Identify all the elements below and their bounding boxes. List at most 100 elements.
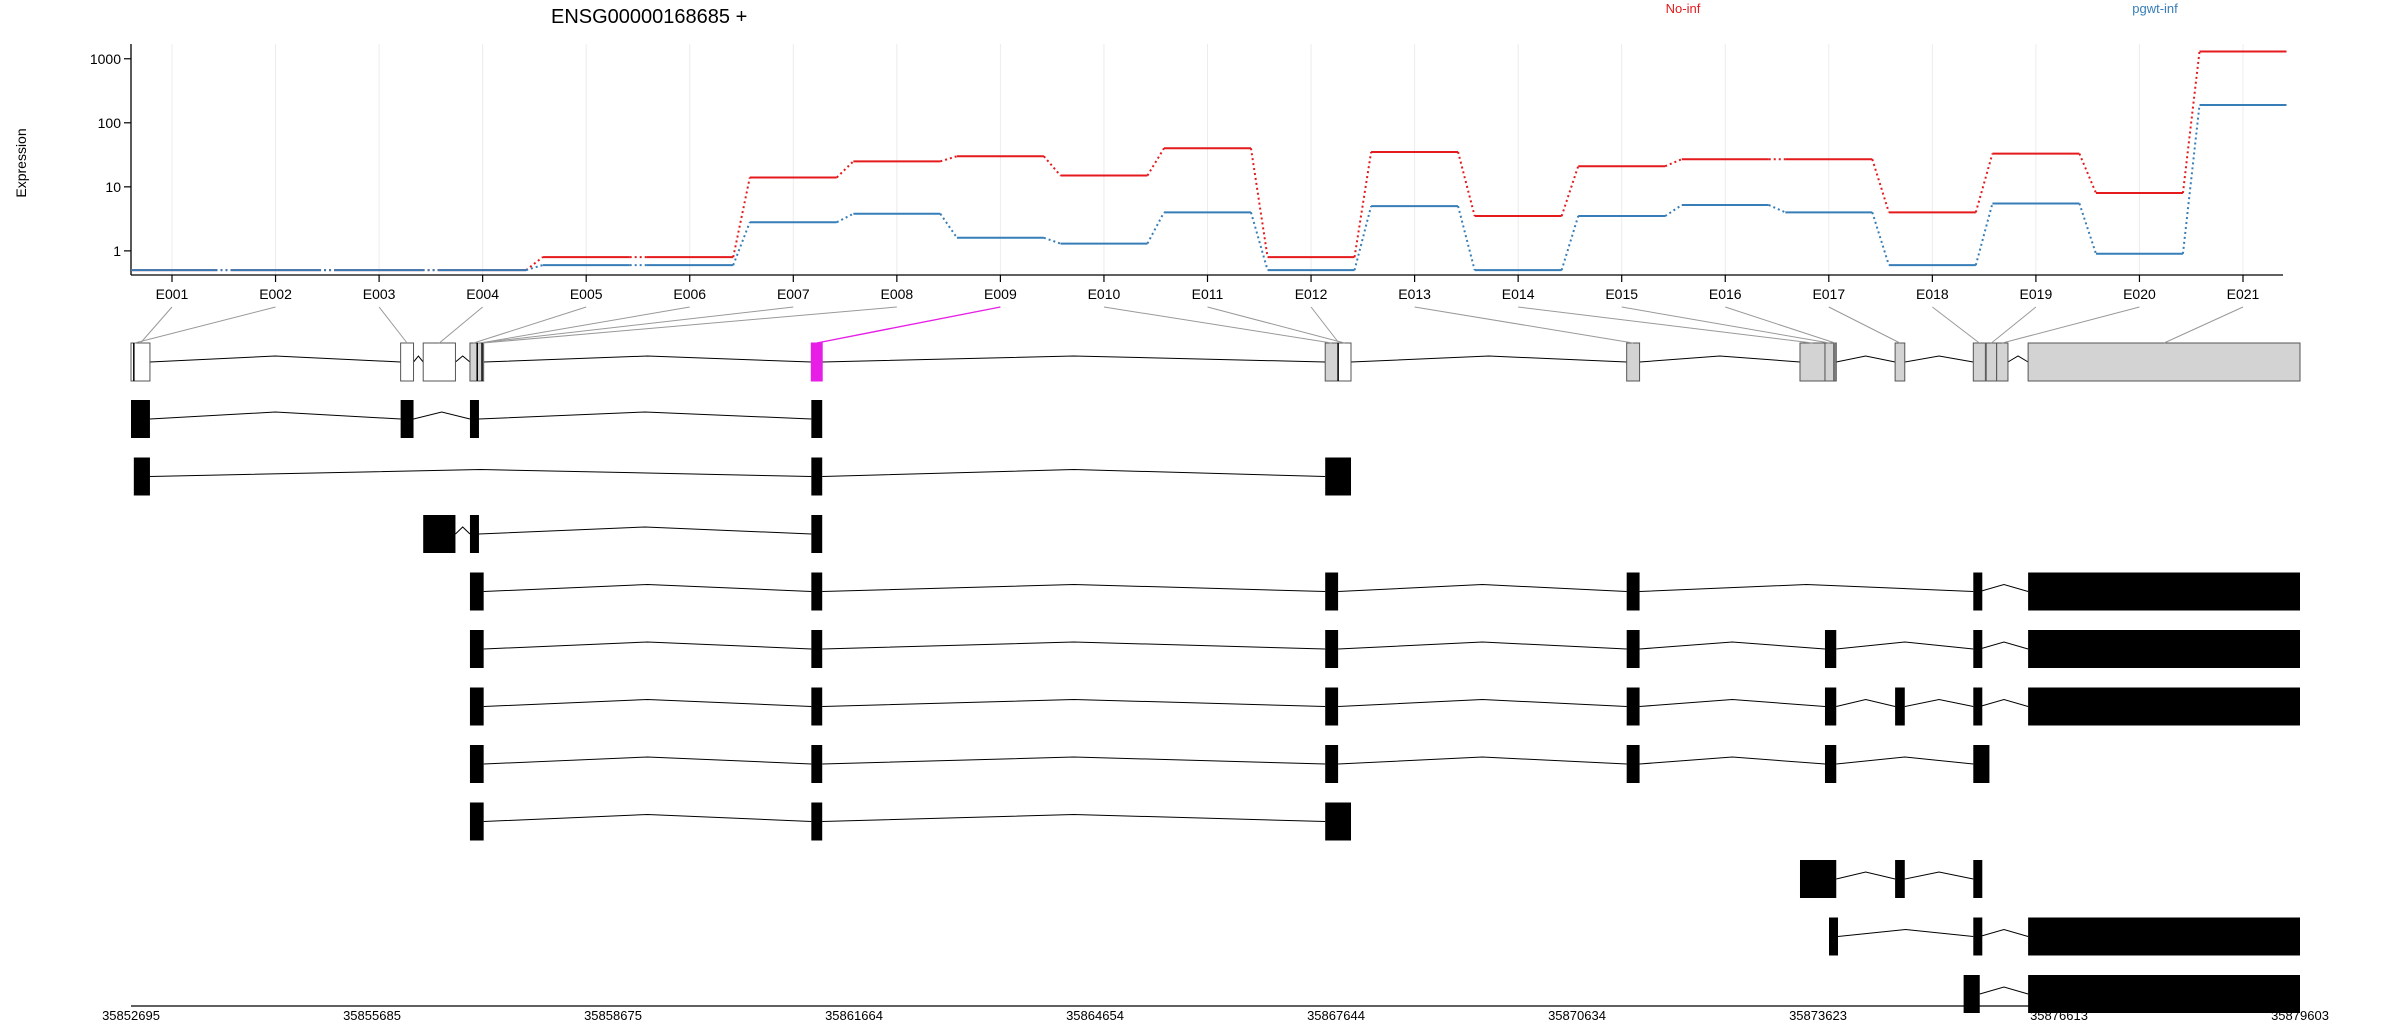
- transcript-intron: [1836, 871, 1896, 880]
- exon-connector: [473, 306, 587, 344]
- transcript-exon: [1824, 687, 1837, 726]
- exon-E015: [1824, 342, 1835, 382]
- transcript-exon: [811, 802, 823, 841]
- transcript-intron: [483, 698, 812, 707]
- transcript-exon: [400, 400, 414, 438]
- plot-area: 1 10 100 1000 E001 E002 E003 E004 E005 E006 E007 E0…: [90, 44, 2329, 1023]
- transcript-exon: [811, 400, 823, 438]
- genome-tick-label: 35861664: [825, 1008, 883, 1023]
- x-tick-label: E011: [1192, 286, 1224, 302]
- transcript-exon: [131, 400, 150, 438]
- series-connector: [1353, 205, 1373, 271]
- genome-tick-label: 35879603: [2271, 1008, 2329, 1023]
- transcript-intron: [483, 583, 812, 592]
- transcript-exon: [811, 572, 823, 611]
- transcript-exon: [1626, 745, 1640, 783]
- series-connector: [939, 213, 958, 239]
- x-tick-label: E021: [2227, 286, 2260, 302]
- legend-pgwt-inf: pgwt-inf: [2132, 1, 2178, 16]
- transcript-exon: [1973, 630, 1983, 668]
- series-connector: [525, 256, 544, 271]
- series-connector: [1768, 204, 1786, 214]
- x-tick-label: E001: [156, 286, 189, 302]
- genome-tick-label: 35852695: [102, 1008, 160, 1023]
- x-tick-label: E019: [2020, 286, 2053, 302]
- exon-connector: [1414, 306, 1634, 344]
- exon-connector: [134, 306, 276, 344]
- series-connector: [732, 221, 751, 266]
- intron-line: [1836, 355, 1896, 363]
- transcript-intron: [822, 813, 1326, 822]
- exon-E011: [1337, 342, 1352, 382]
- series-connector: [1250, 212, 1269, 271]
- transcript-intron: [1338, 698, 1627, 707]
- exon-connector: [1932, 306, 1980, 344]
- series-connector: [1871, 158, 1890, 213]
- series-connector: [2078, 203, 2097, 255]
- intron-line: [1904, 355, 1974, 363]
- series-connector: [1974, 203, 1994, 266]
- series-connector: [1664, 204, 1683, 217]
- exon-connector: [1828, 306, 1901, 344]
- series-connector: [1974, 153, 1994, 213]
- series-connector: [1560, 165, 1580, 217]
- series-connector: [1043, 236, 1061, 245]
- exon-connector: [1991, 306, 2037, 344]
- intron-line: [822, 355, 1326, 363]
- x-tick-label: E020: [2123, 286, 2156, 302]
- transcript-intron: [1836, 698, 1896, 707]
- series-connector: [940, 155, 958, 163]
- transcript-intron: [1979, 698, 2029, 707]
- transcript-intron: [1639, 583, 1974, 592]
- transcript-exon: [1895, 860, 1905, 898]
- series-connector: [2181, 51, 2201, 194]
- series-connector: [1250, 148, 1269, 258]
- series-pgwt-inf: [131, 103, 2287, 272]
- transcript-exon: [2028, 917, 2300, 956]
- transcript-exon: [1626, 687, 1640, 726]
- exon-connector: [1621, 306, 1830, 344]
- genome-tick-label: 35876613: [2030, 1008, 2088, 1023]
- exon-connector: [1310, 306, 1340, 344]
- transcript-intron: [1338, 641, 1627, 650]
- exon-connector: [1103, 306, 1332, 344]
- transcript-intron: [483, 756, 812, 765]
- transcript-exon: [811, 457, 823, 496]
- transcript-exon: [1973, 687, 1983, 726]
- transcript-intron: [1837, 928, 1974, 937]
- transcript-exon: [1325, 745, 1339, 783]
- exon-E003: [400, 342, 415, 382]
- transcript-exon: [1325, 802, 1352, 841]
- transcript-exon: [1963, 975, 1980, 1013]
- transcript-intron: [1979, 641, 2029, 650]
- transcript-exon: [811, 745, 823, 783]
- intron-line: [2007, 355, 2029, 363]
- transcript-exon: [469, 515, 479, 553]
- exon-E004: [422, 342, 456, 382]
- exon-E014: [1799, 342, 1826, 382]
- x-tick-label: E014: [1502, 286, 1535, 302]
- transcript-exon: [133, 457, 150, 496]
- intron-line: [483, 355, 812, 363]
- transcript-exon: [2028, 975, 2300, 1013]
- transcript-intron: [149, 468, 812, 477]
- transcript-intron: [413, 411, 471, 420]
- x-tick-label: E006: [673, 286, 706, 302]
- exon-E013: [1626, 342, 1641, 382]
- transcript-exon: [423, 515, 456, 553]
- series-connector: [1457, 205, 1476, 271]
- transcript-exon: [469, 745, 484, 783]
- genome-tick-label: 35870634: [1548, 1008, 1606, 1023]
- transcript-intron: [1338, 756, 1627, 765]
- x-tick-label: E008: [880, 286, 913, 302]
- transcript-intron: [1639, 641, 1826, 650]
- transcript-intron: [1639, 756, 1826, 765]
- x-tick-label: E018: [1916, 286, 1949, 302]
- y-tick-label: 100: [98, 115, 122, 131]
- x-tick-label: E016: [1709, 286, 1742, 302]
- x-tick-label: E015: [1605, 286, 1638, 302]
- exon-connector: [1725, 306, 1836, 344]
- transcript-exon: [1829, 917, 1839, 956]
- transcript-intron: [1639, 698, 1826, 707]
